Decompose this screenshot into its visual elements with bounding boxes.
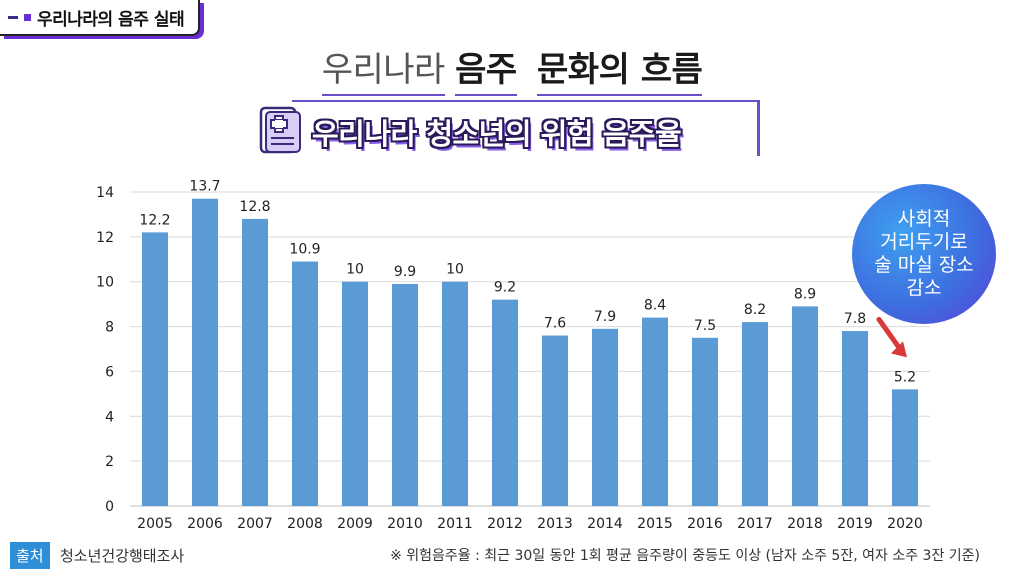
x-tick-label-2020: 2020 [887, 516, 923, 532]
data-label-2011: 10 [446, 262, 464, 278]
data-labels: 12.2 13.7 12.8 10.9 10 9.9 10 9.2 7.6 7.9 8.4 7.5 8.… [139, 179, 916, 386]
data-label-2017: 8.2 [744, 302, 766, 318]
annotation-arrow [876, 316, 907, 358]
x-tick-label-2012: 2012 [487, 516, 523, 532]
data-label-2008: 10.9 [289, 242, 320, 258]
bar-2020 [892, 389, 918, 506]
y-tick-label: 10 [96, 275, 114, 291]
tab-dash-icon [8, 15, 18, 19]
source-tag: 출처 [10, 542, 50, 569]
subtitle-right-line [757, 100, 760, 156]
data-label-2016: 7.5 [694, 318, 716, 334]
data-label-2015: 8.4 [644, 298, 666, 314]
bar-2012 [492, 299, 518, 506]
annotation-line-4: 감소 [906, 277, 942, 299]
y-tick-label: 8 [105, 320, 114, 336]
y-tick-label: 6 [105, 364, 114, 380]
bar-2013 [542, 335, 568, 506]
x-tick-label-2017: 2017 [737, 516, 773, 532]
data-label-2014: 7.9 [594, 309, 616, 325]
bars [142, 198, 918, 506]
x-tick-label-2007: 2007 [237, 516, 273, 532]
x-tick-label-2016: 2016 [687, 516, 723, 532]
data-label-2013: 7.6 [544, 316, 566, 332]
data-label-2006: 13.7 [189, 179, 220, 195]
x-axis-ticks: 2005 2006 2007 2008 2009 2010 2011 2012 2013 2014… [137, 516, 923, 532]
bar-2011 [442, 281, 468, 506]
data-label-2020: 5.2 [894, 369, 916, 385]
source-text: 청소년건강행태조사 [60, 547, 185, 565]
arrow-shaft [876, 316, 904, 353]
x-tick-label-2005: 2005 [137, 516, 173, 532]
bar-2010 [392, 283, 418, 506]
bar-2014 [592, 328, 618, 506]
tab-square-icon [24, 13, 31, 21]
data-label-2012: 9.2 [494, 280, 516, 296]
x-tick-label-2013: 2013 [537, 516, 573, 532]
data-label-2009: 10 [346, 262, 364, 278]
bar-2017 [742, 322, 768, 506]
arrow-head [891, 341, 907, 358]
x-tick-label-2015: 2015 [637, 516, 673, 532]
x-tick-label-2011: 2011 [437, 516, 473, 532]
bar-2006 [192, 198, 218, 506]
bar-2015 [642, 317, 668, 506]
bar-2008 [292, 261, 318, 506]
subtitle-top-line [292, 100, 758, 102]
chart-subtitle: 우리나라 청소년의 위험 음주율 [312, 117, 682, 151]
x-tick-label-2019: 2019 [837, 516, 873, 532]
medical-document-icon [259, 106, 301, 154]
title-part-1: 우리나라 [321, 50, 445, 96]
bar-2019 [842, 331, 868, 506]
data-label-2019: 7.8 [844, 311, 866, 327]
title-part-2: 음주 [455, 50, 517, 96]
bar-2009 [342, 281, 368, 506]
bar-2016 [692, 337, 718, 506]
y-tick-label: 14 [96, 185, 114, 201]
x-tick-label-2009: 2009 [337, 516, 373, 532]
footnote: ※ 위험음주율 : 최근 30일 동안 1회 평균 음주량이 중등도 이상 (남… [390, 548, 980, 564]
y-tick-label: 12 [96, 230, 114, 246]
data-label-2010: 9.9 [394, 264, 416, 280]
annotation-bubble: 사회적 거리두기로 술 마실 장소 감소 [852, 184, 996, 324]
x-tick-label-2010: 2010 [387, 516, 423, 532]
x-tick-label-2014: 2014 [587, 516, 623, 532]
bar-2007 [242, 218, 268, 506]
bar-2018 [792, 306, 818, 506]
x-tick-label-2008: 2008 [287, 516, 323, 532]
x-tick-label-2006: 2006 [187, 516, 223, 532]
y-tick-label: 0 [105, 499, 114, 515]
section-tab-label: 우리나라의 음주 실태 [37, 9, 185, 30]
annotation-line-2: 거리두기로 [880, 231, 968, 253]
annotation-line-1: 사회적 [897, 208, 951, 230]
subtitle-box: 우리나라 청소년의 위험 음주율 [254, 97, 762, 157]
x-tick-label-2018: 2018 [787, 516, 823, 532]
bar-2005 [142, 232, 168, 506]
section-tab: 우리나라의 음주 실태 [0, 0, 201, 36]
title-part-3: 문화의 흐름 [537, 50, 703, 96]
data-label-2007: 12.8 [239, 199, 270, 215]
annotation-line-3: 술 마실 장소 [874, 254, 974, 276]
y-axis-ticks: 0 2 4 6 8 10 12 14 [96, 185, 114, 515]
data-label-2005: 12.2 [139, 212, 170, 228]
data-label-2018: 8.9 [794, 286, 816, 302]
main-title: 우리나라 음주 문화의 흐름 [0, 42, 1024, 96]
y-tick-label: 4 [105, 409, 114, 425]
y-tick-label: 2 [105, 454, 114, 470]
